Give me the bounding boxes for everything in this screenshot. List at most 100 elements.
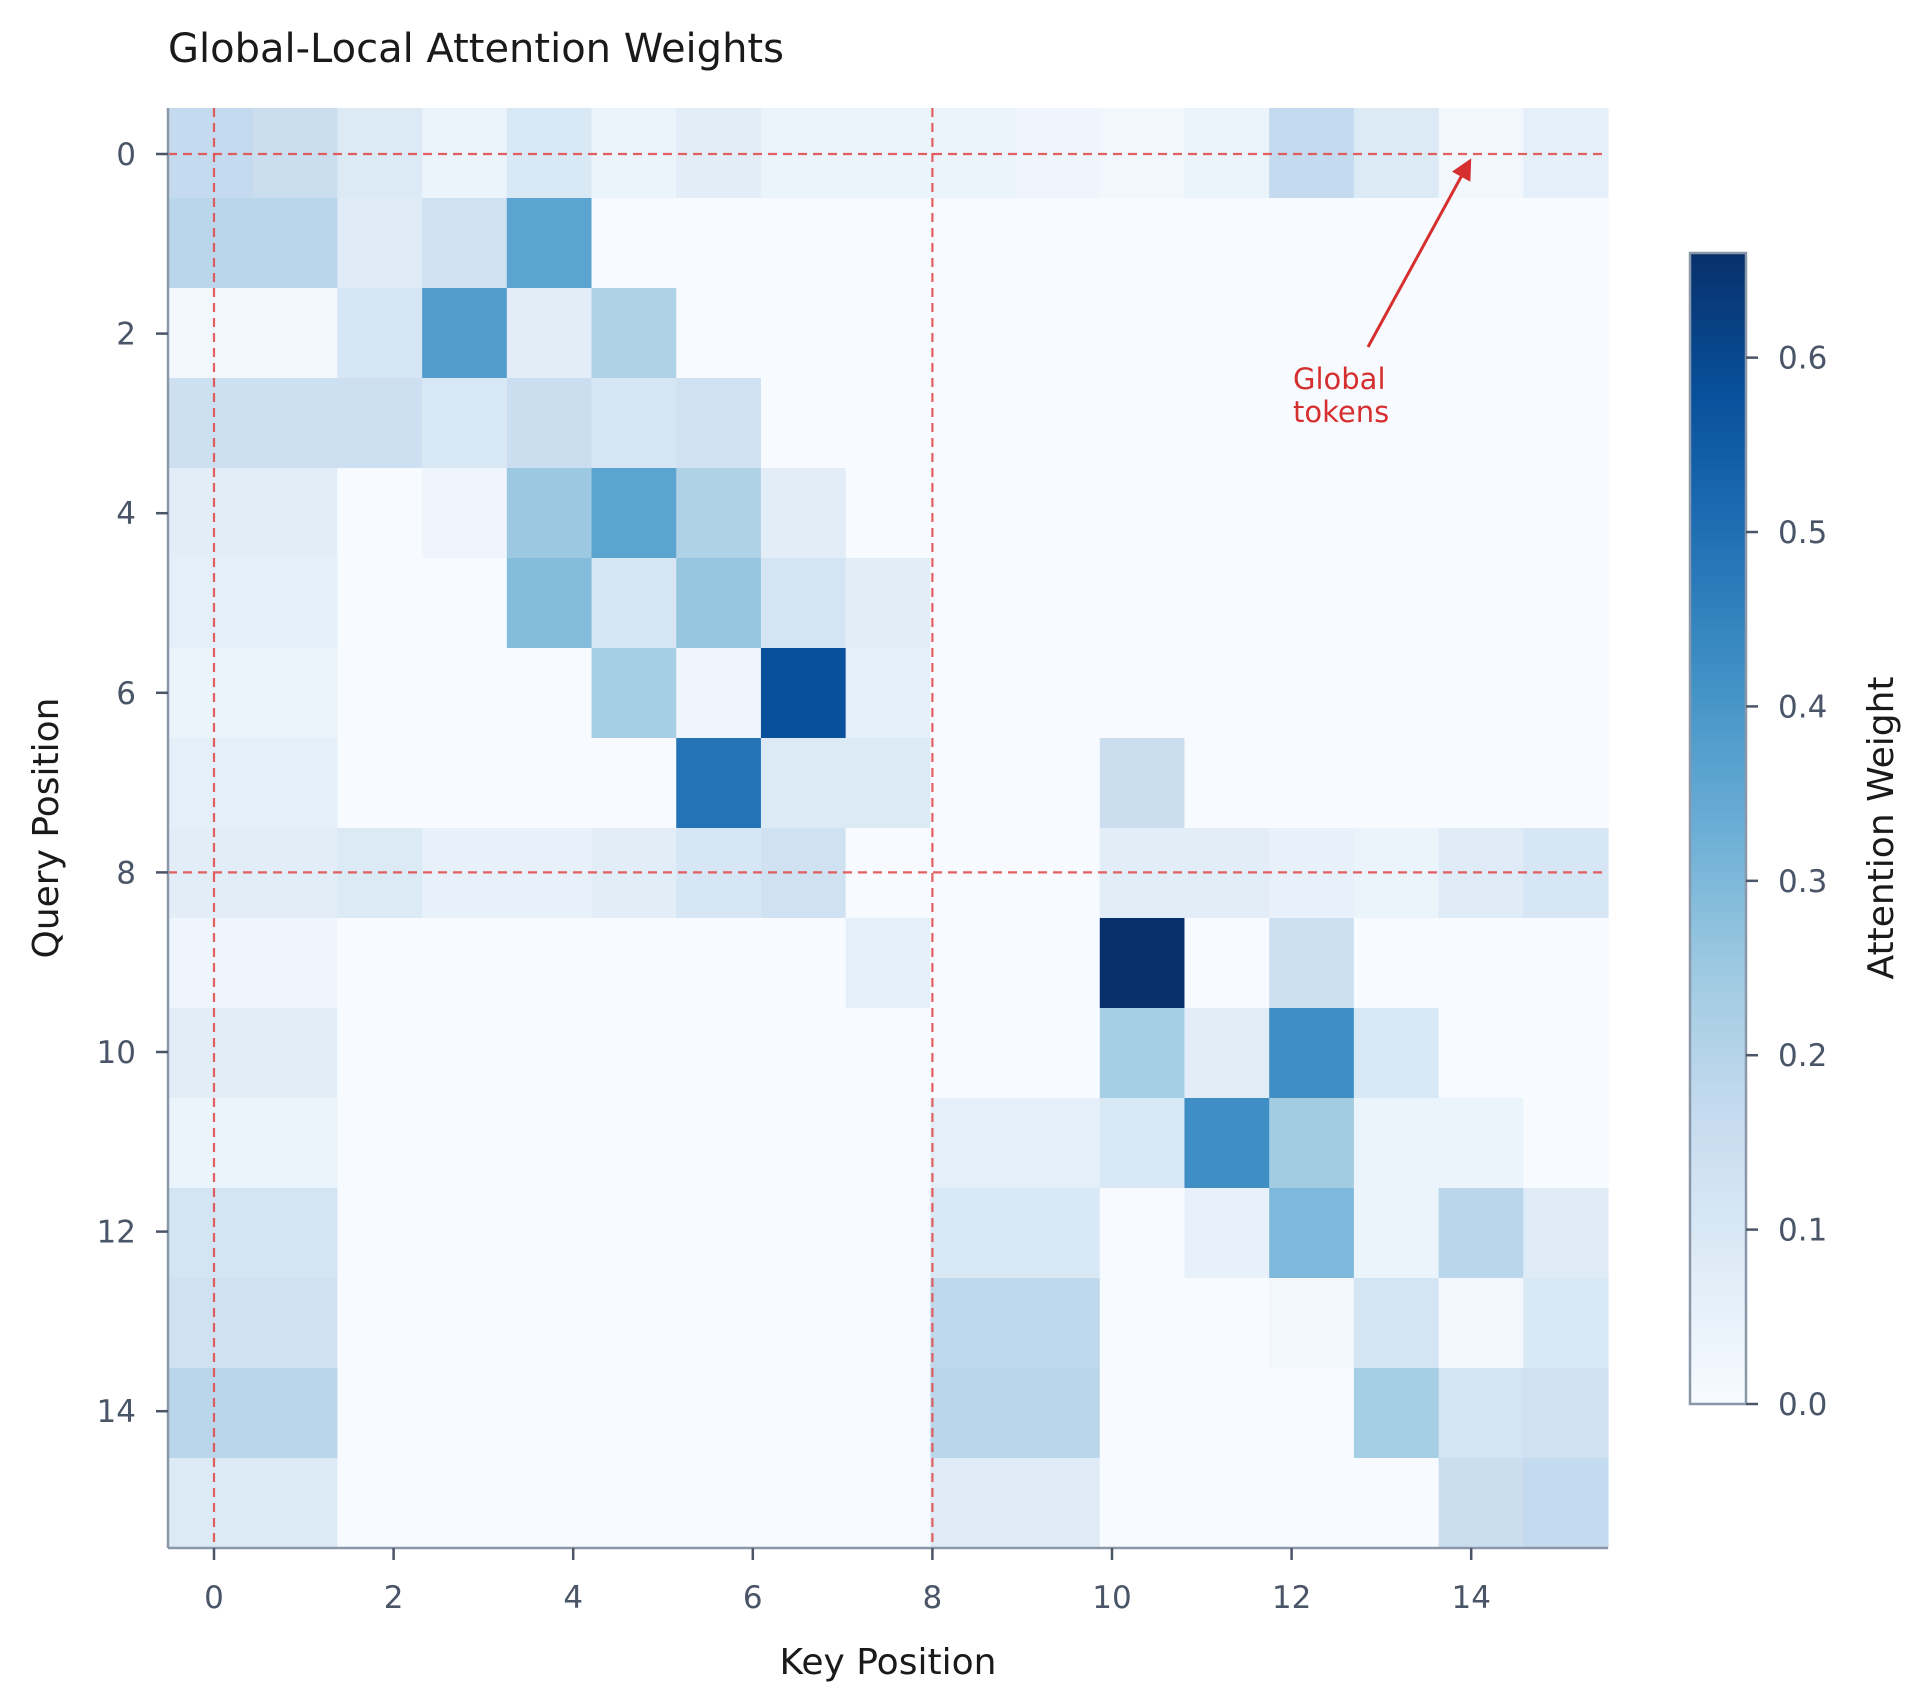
heatmap-cell [845,648,931,739]
heatmap-cell [422,828,508,919]
colorbar-tick-label: 0.3 [1778,864,1827,900]
heatmap-cell [168,1458,254,1549]
heatmap-cell [676,288,762,379]
heatmap-cell [1269,378,1355,469]
heatmap-cell [1184,1008,1270,1099]
heatmap-cell [930,1368,1016,1459]
heatmap-cell [506,1008,593,1099]
heatmap-cell [506,1368,593,1459]
heatmap-cell [676,558,762,649]
heatmap-cell [845,1278,931,1369]
heatmap-cell [422,648,508,739]
heatmap-cell [168,1008,254,1099]
heatmap-cell [168,198,254,289]
heatmap-cell [1353,1458,1440,1549]
heatmap-cell [506,468,593,559]
heatmap-cell [1438,1008,1524,1099]
x-tick-label: 12 [1272,1580,1311,1616]
heatmap-cell [1184,558,1270,649]
heatmap-cell [1099,918,1186,1009]
heatmap-cell [1353,1188,1440,1279]
heatmap-cell [1099,558,1186,649]
heatmap-cell [252,648,339,739]
heatmap-cell [422,1458,508,1549]
heatmap-cell [1099,468,1186,559]
heatmap-cell [168,288,254,379]
x-tick-label: 10 [1092,1580,1131,1616]
heatmap-cell [506,1458,593,1549]
heatmap-cell [760,198,847,289]
annotation-text-line-1: Global [1293,362,1386,396]
heatmap-cell [760,468,847,559]
colorbar-tick-label: 0.1 [1778,1213,1827,1249]
heatmap-cell [252,1008,339,1099]
heatmap-cell [1438,648,1524,739]
heatmap-cell [930,1458,1016,1549]
y-axis-ticks: 0 2 4 6 8 10 12 14 [97,137,168,1430]
heatmap-cell [676,1188,762,1279]
heatmap-cell [168,1098,254,1189]
heatmap-cell [1184,378,1270,469]
heatmap-cell [168,738,254,829]
colorbar-tick-label: 0.0 [1778,1387,1827,1423]
heatmap-cell [337,288,423,379]
heatmap-cell [1269,738,1355,829]
heatmap-cell [168,828,254,919]
heatmap-cell [1099,1368,1186,1459]
x-tick-label: 4 [563,1580,583,1616]
heatmap-cell [760,918,847,1009]
heatmap-cell [422,558,508,649]
heatmap-cell [1015,198,1101,289]
global-token-lines [168,108,1608,1548]
heatmap-cell [1184,468,1270,559]
heatmap-cell [591,1458,677,1549]
heatmap-cell [1523,648,1609,739]
heatmap-cell [422,288,508,379]
heatmap-cell [252,468,339,559]
colorbar: 0.0 0.1 0.2 0.3 0.4 0.5 0.6 Attention Weight [1688,251,1902,1423]
heatmap-cell [1184,1458,1270,1549]
heatmap-cell [591,648,677,739]
heatmap-cell [930,1008,1016,1099]
annotation-arrow [1366,158,1472,348]
heatmap-cell [1523,558,1609,649]
heatmap-cell [845,1188,931,1279]
heatmap-cell [930,828,1016,919]
heatmap-cell [337,558,423,649]
heatmap-cell [676,738,762,829]
y-tick-label: 12 [97,1215,136,1251]
heatmap-cell [506,1188,593,1279]
heatmap-cell [506,198,593,289]
heatmap-cell [1353,828,1440,919]
heatmap-cell [760,1098,847,1189]
heatmap-cell [1353,918,1440,1009]
heatmap-cell [1099,198,1186,289]
heatmap-cell [591,918,677,1009]
heatmap-cell [1269,1188,1355,1279]
heatmap-cell [252,558,339,649]
heatmap-cell [1353,738,1440,829]
heatmap-cell [506,738,593,829]
y-tick-label: 8 [116,855,136,891]
heatmap-cell [1438,918,1524,1009]
heatmap-cell [1353,648,1440,739]
heatmap-cell [1353,1008,1440,1099]
heatmap-cell [506,288,593,379]
heatmap-cell [337,198,423,289]
heatmap-cell [1015,738,1101,829]
heatmap-cell [845,558,931,649]
heatmap-cell [930,1188,1016,1279]
heatmap-cell [1438,1098,1524,1189]
heatmap-cell [1099,288,1186,379]
y-tick-label: 0 [116,137,136,173]
heatmap-cell [337,1098,423,1189]
heatmap-cell [591,1188,677,1279]
heatmap-cell [1523,378,1609,469]
heatmap-cell [1099,108,1186,199]
heatmap-cell [252,918,339,1009]
colorbar-tick-label: 0.4 [1778,689,1827,725]
heatmap-cell [1015,648,1101,739]
heatmap-cell [760,648,847,739]
heatmap-cell [1523,918,1609,1009]
